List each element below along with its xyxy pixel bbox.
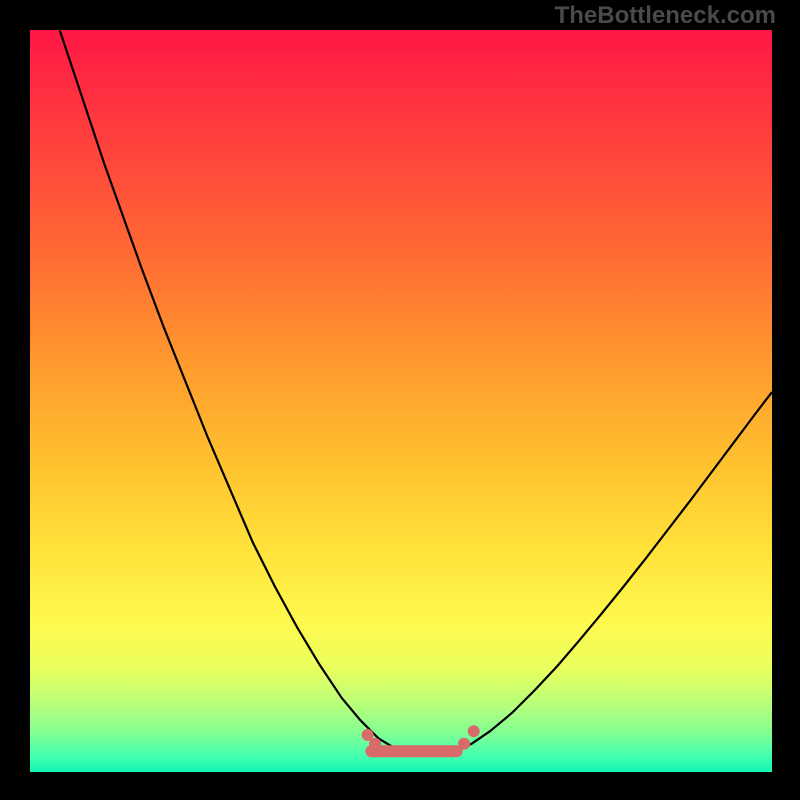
marker-dot-3 [468,725,480,737]
watermark-text: TheBottleneck.com [555,2,776,30]
bottleneck-chart [0,0,800,800]
chart-frame: TheBottleneck.com [0,0,800,800]
marker-dot-2 [458,738,470,750]
marker-dot-1 [369,738,381,750]
plot-gradient-background [30,30,772,772]
